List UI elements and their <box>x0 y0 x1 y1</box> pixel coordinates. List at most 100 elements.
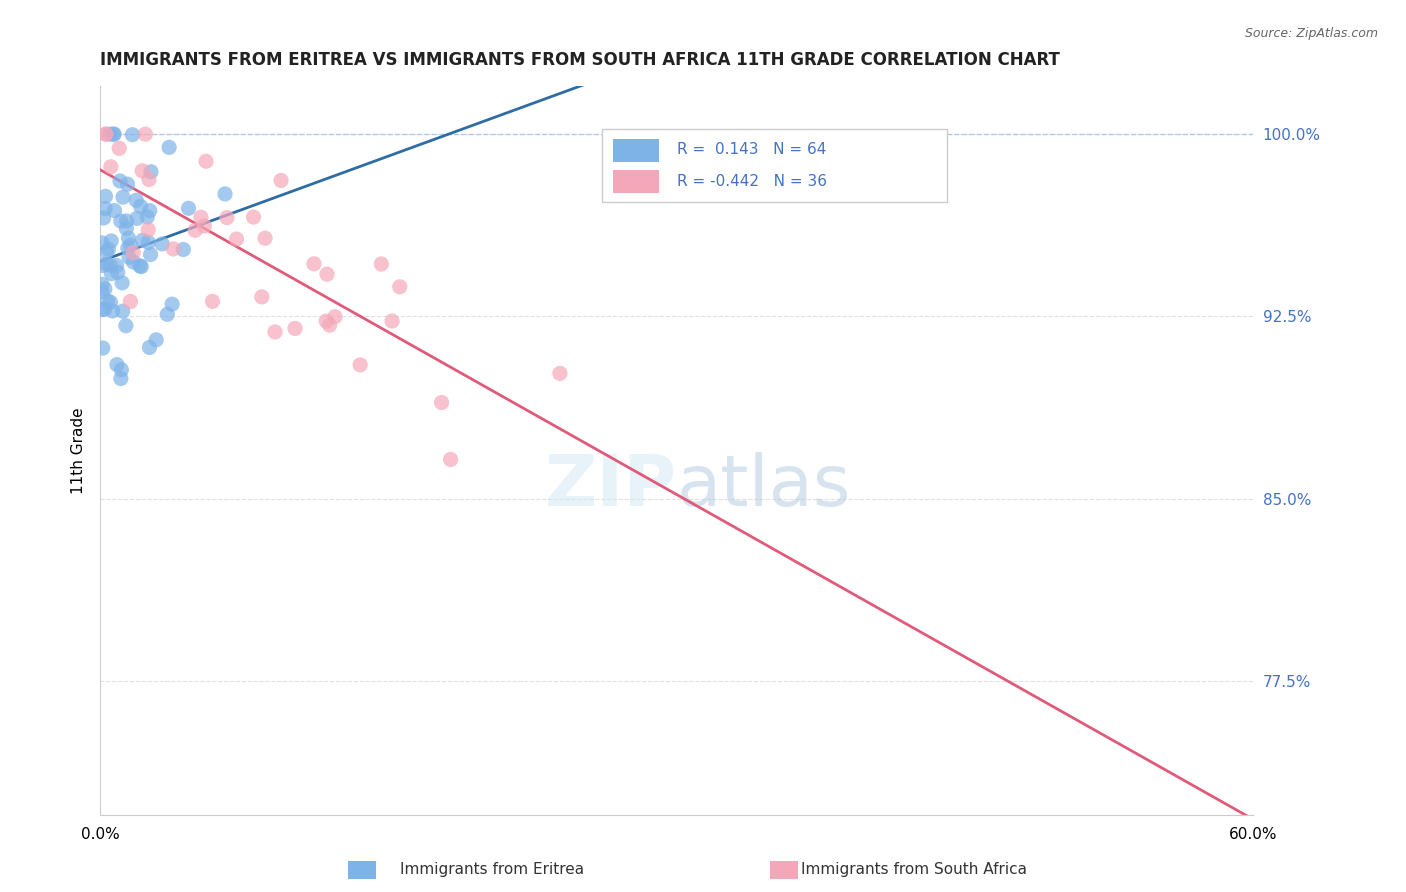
Point <box>111 304 134 318</box>
Point <box>250 290 273 304</box>
Point <box>548 367 571 381</box>
Point <box>156 307 179 321</box>
Point <box>117 231 139 245</box>
Point <box>162 242 184 256</box>
Point <box>111 190 134 204</box>
Point <box>110 214 132 228</box>
Point <box>98 127 121 141</box>
Point <box>177 202 200 216</box>
Point <box>139 165 162 179</box>
Point <box>100 234 122 248</box>
Point <box>242 210 264 224</box>
Point <box>91 259 114 273</box>
Point <box>131 163 153 178</box>
Point <box>94 202 117 216</box>
Point <box>120 294 142 309</box>
Point <box>105 358 128 372</box>
Point <box>115 318 138 333</box>
Text: atlas: atlas <box>676 452 851 521</box>
Point <box>122 255 145 269</box>
Point <box>201 294 224 309</box>
Point <box>136 210 159 224</box>
Point <box>254 231 277 245</box>
Point <box>215 211 238 225</box>
Point <box>125 211 148 226</box>
Text: 0.0%: 0.0% <box>80 827 120 842</box>
Point <box>316 267 339 281</box>
Point <box>131 233 153 247</box>
Point <box>107 265 129 279</box>
Point <box>94 127 117 141</box>
Point <box>264 325 287 339</box>
Point <box>388 280 411 294</box>
Point <box>270 173 292 187</box>
Point <box>117 241 139 255</box>
Point <box>98 258 121 272</box>
Point <box>100 267 122 281</box>
Point <box>225 232 247 246</box>
Point <box>96 257 118 271</box>
Point <box>439 452 461 467</box>
Bar <box>613 139 659 162</box>
Y-axis label: 11th Grade: 11th Grade <box>72 407 86 493</box>
Bar <box>602 129 948 202</box>
Text: ZIP: ZIP <box>544 452 676 521</box>
Point <box>157 140 180 154</box>
Point <box>103 127 125 141</box>
Point <box>94 127 117 141</box>
Point <box>139 247 162 261</box>
Point <box>100 295 122 310</box>
Point <box>184 223 207 237</box>
Bar <box>347 862 375 880</box>
Point <box>370 257 392 271</box>
Point <box>195 154 218 169</box>
Point <box>430 395 453 409</box>
Point <box>94 282 117 296</box>
Point <box>115 214 138 228</box>
Point <box>323 310 346 324</box>
Point <box>160 297 183 311</box>
Text: Source: ZipAtlas.com: Source: ZipAtlas.com <box>1244 27 1378 40</box>
Text: R =  0.143   N = 64: R = 0.143 N = 64 <box>676 142 825 157</box>
Point <box>91 285 114 299</box>
Point <box>134 127 156 141</box>
Text: 60.0%: 60.0% <box>1229 827 1277 842</box>
Point <box>136 223 159 237</box>
Point <box>117 177 139 191</box>
Text: R = -0.442   N = 36: R = -0.442 N = 36 <box>676 174 827 189</box>
Point <box>138 172 160 186</box>
Point <box>150 236 173 251</box>
Point <box>129 259 152 273</box>
Text: Immigrants from Eritrea: Immigrants from Eritrea <box>401 863 583 877</box>
Text: IMMIGRANTS FROM ERITREA VS IMMIGRANTS FROM SOUTH AFRICA 11TH GRADE CORRELATION C: IMMIGRANTS FROM ERITREA VS IMMIGRANTS FR… <box>100 51 1060 69</box>
Point <box>121 128 143 142</box>
Point <box>111 276 134 290</box>
Point <box>145 333 167 347</box>
Point <box>302 257 325 271</box>
Point <box>131 260 153 274</box>
Bar <box>613 170 659 194</box>
Text: Immigrants from South Africa: Immigrants from South Africa <box>801 863 1026 877</box>
Point <box>93 301 115 316</box>
Point <box>138 235 160 250</box>
Point <box>214 186 236 201</box>
Point <box>120 238 142 252</box>
Point <box>96 245 118 260</box>
Point <box>96 293 118 308</box>
Point <box>91 341 114 355</box>
Point <box>138 341 160 355</box>
Point <box>93 211 115 225</box>
Point <box>318 318 340 332</box>
Point <box>115 221 138 235</box>
Bar <box>770 862 799 880</box>
Point <box>91 235 114 250</box>
Point <box>103 203 125 218</box>
Point <box>105 259 128 273</box>
Point <box>122 245 145 260</box>
Point <box>190 211 212 225</box>
Point <box>381 314 404 328</box>
Point <box>91 277 114 292</box>
Point <box>125 194 148 208</box>
Point <box>91 302 114 317</box>
Point <box>284 321 307 335</box>
